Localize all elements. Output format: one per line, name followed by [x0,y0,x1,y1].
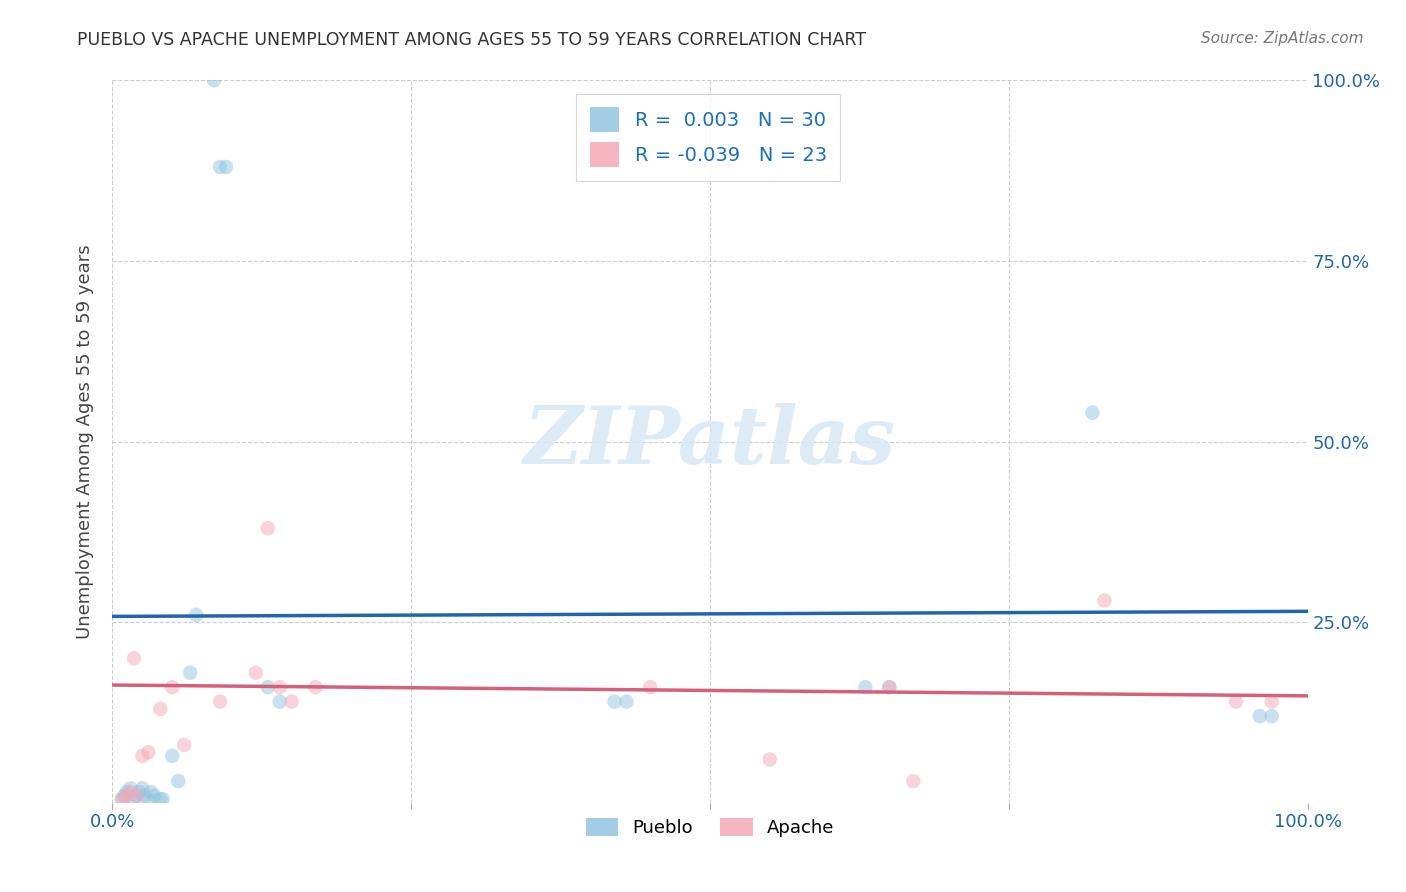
Point [143,789,166,803]
Point [215,160,238,174]
Point [186,607,208,622]
Point [138,745,160,759]
Point [173,738,195,752]
Point [125,789,148,803]
Point [111,792,134,806]
Point [269,680,291,694]
Point [209,695,232,709]
Point [257,680,280,694]
Point [122,651,145,665]
Point [128,785,150,799]
Point [257,521,280,535]
Point [1249,709,1271,723]
Legend: R =  0.003   N = 30, R = -0.039   N = 23: R = 0.003 N = 30, R = -0.039 N = 23 [576,94,841,180]
Point [111,792,134,806]
Point [759,752,782,766]
Point [167,774,190,789]
Point [162,748,183,763]
Point [616,695,638,709]
Point [281,695,304,709]
Point [245,665,267,680]
Point [1081,406,1104,420]
Point [139,785,162,799]
Point [138,792,160,806]
Text: PUEBLO VS APACHE UNEMPLOYMENT AMONG AGES 55 TO 59 YEARS CORRELATION CHART: PUEBLO VS APACHE UNEMPLOYMENT AMONG AGES… [77,31,866,49]
Point [640,680,662,694]
Point [149,792,172,806]
Point [269,695,291,709]
Point [209,160,232,174]
Point [125,789,148,803]
Point [1225,695,1247,709]
Point [120,785,142,799]
Point [202,73,225,87]
Point [115,785,138,799]
Text: ZIPatlas: ZIPatlas [524,403,896,480]
Point [122,792,145,806]
Point [162,680,183,694]
Point [1094,593,1116,607]
Text: Source: ZipAtlas.com: Source: ZipAtlas.com [1201,31,1364,46]
Point [1261,709,1284,723]
Point [603,695,626,709]
Point [879,680,901,694]
Point [179,665,201,680]
Point [879,680,901,694]
Point [305,680,328,694]
Point [115,789,138,803]
Point [114,789,135,803]
Point [131,748,153,763]
Point [134,789,156,803]
Point [855,680,877,694]
Point [903,774,925,789]
Point [152,792,174,806]
Point [131,781,153,796]
Point [1261,695,1284,709]
Point [149,702,172,716]
Y-axis label: Unemployment Among Ages 55 to 59 years: Unemployment Among Ages 55 to 59 years [76,244,94,639]
Point [120,781,142,796]
